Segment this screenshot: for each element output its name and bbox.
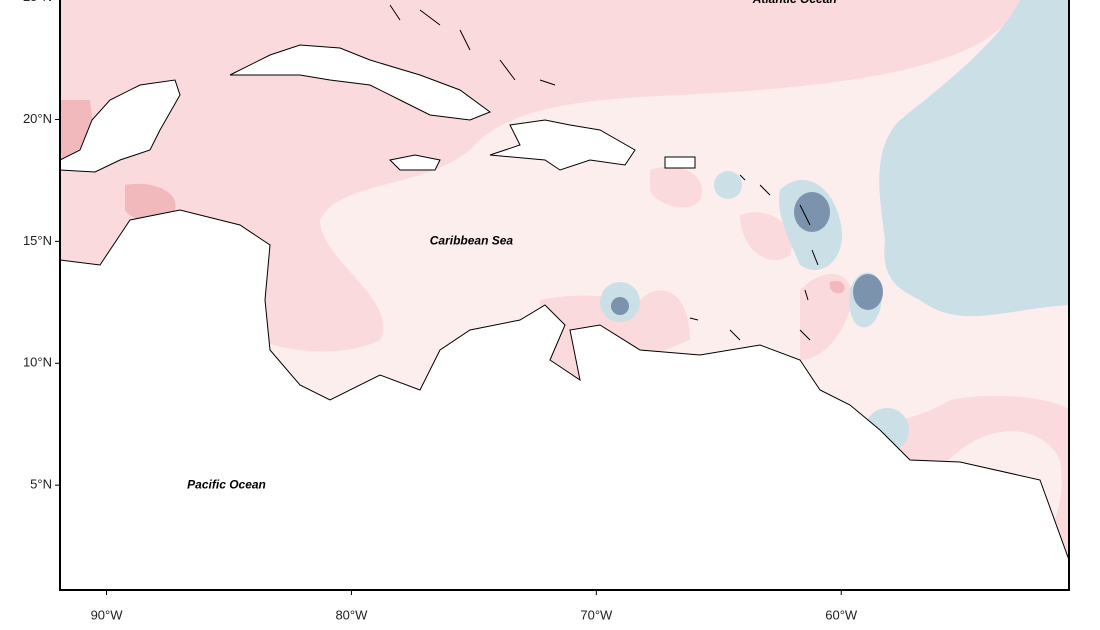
x-tick-label: 90°W	[91, 607, 124, 622]
x-tick-label: 80°W	[335, 607, 368, 622]
jamaica	[388, 154, 441, 171]
y-tick-label: 25°N	[23, 0, 52, 4]
anomaly-positive	[740, 212, 792, 261]
islands	[389, 4, 819, 341]
yucatan	[60, 79, 181, 173]
anomaly-positive	[60, 0, 1020, 360]
frame	[59, 0, 1070, 591]
y-tick-label: 10°N	[23, 355, 52, 370]
y-tick-label: 15°N	[23, 233, 52, 248]
hispaniola	[489, 119, 636, 171]
cuba	[229, 44, 492, 121]
anomaly-strong	[125, 183, 176, 221]
anomaly-strong-negative	[853, 274, 883, 310]
anomaly-strong	[829, 280, 845, 294]
anomaly-positive	[800, 273, 852, 360]
anomaly-positive	[650, 166, 702, 208]
ocean-label: Caribbean Sea	[430, 234, 514, 248]
ocean-label: Atlantic Ocean	[752, 0, 837, 6]
anomaly-strong-negative	[611, 297, 629, 315]
ocean-label: Pacific Ocean	[187, 477, 266, 491]
anomaly-negative	[879, 0, 1069, 317]
continent	[60, 209, 1069, 590]
map-area: Atlantic Ocean Caribbean Sea Pacific Ocean	[60, 0, 1069, 590]
anomaly-negative	[714, 171, 742, 199]
x-tick-label: 60°W	[825, 607, 858, 622]
y-tick-label: 5°N	[30, 477, 52, 492]
x-tick-label: 70°W	[580, 607, 613, 622]
puerto-rico	[664, 156, 696, 169]
y-tick-label: 20°N	[23, 111, 52, 126]
anomaly-strong-negative	[794, 192, 830, 232]
